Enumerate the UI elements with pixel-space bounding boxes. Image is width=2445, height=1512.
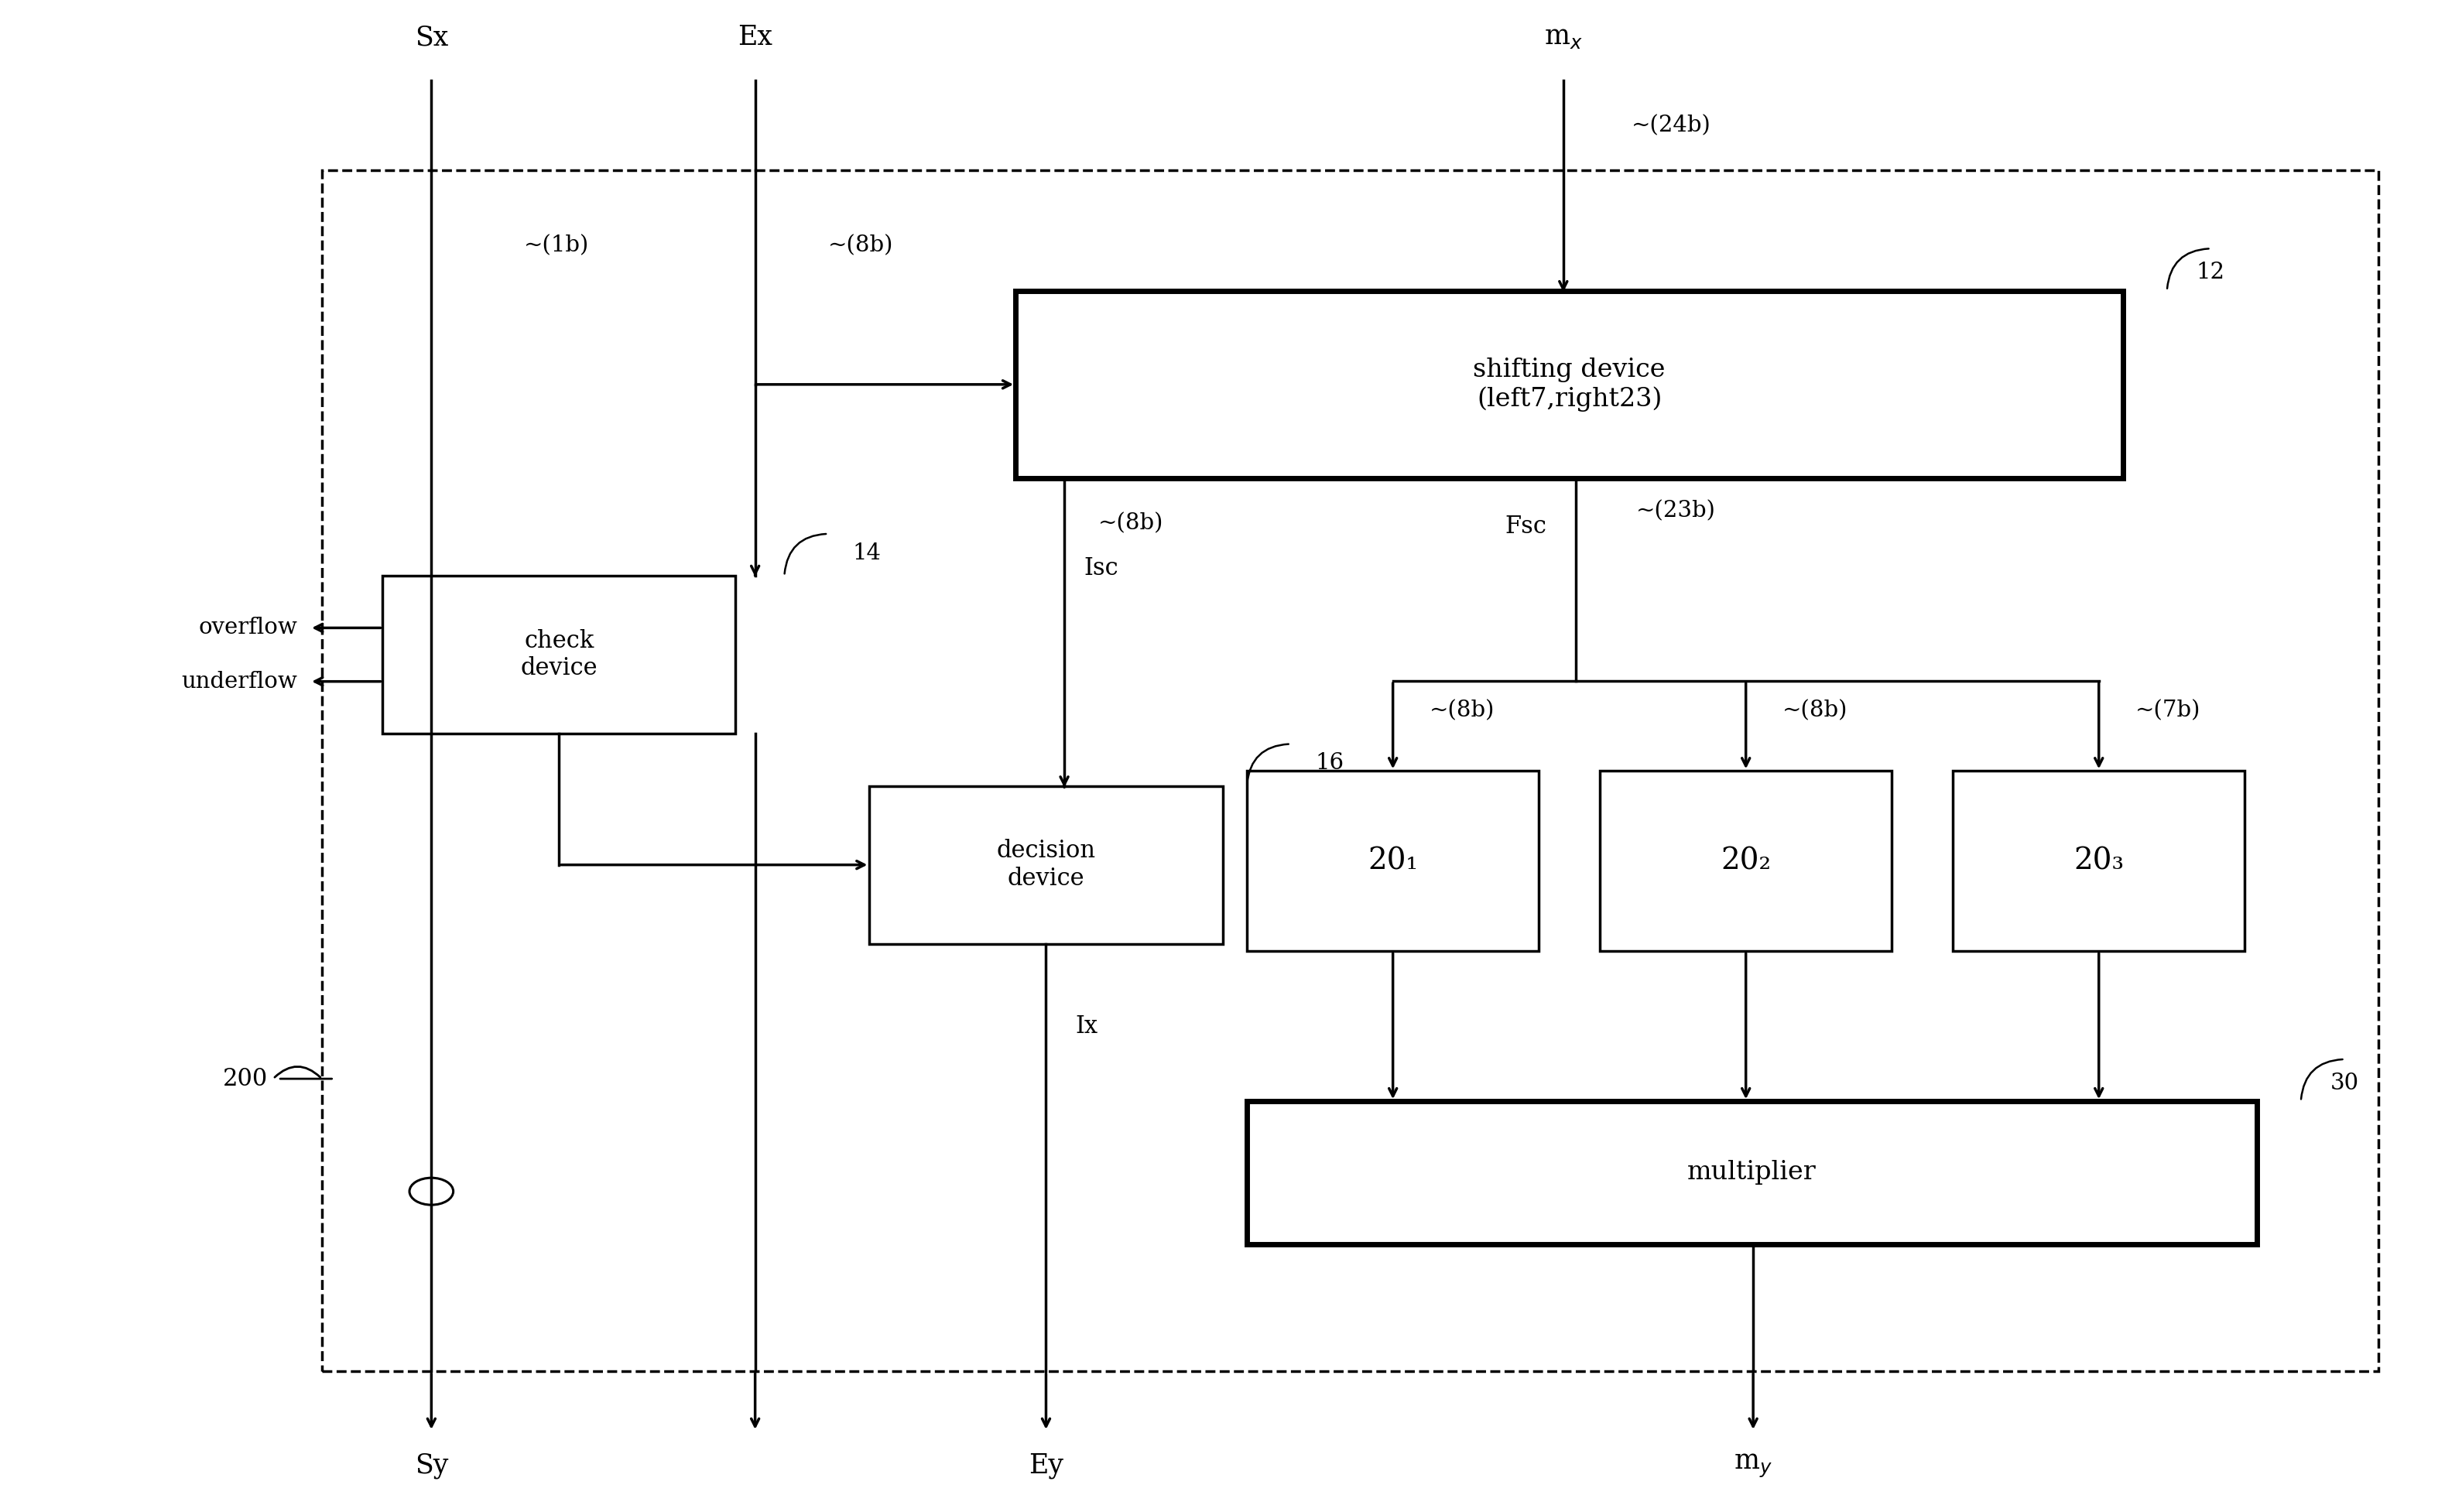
Text: Ix: Ix (1076, 1015, 1098, 1039)
Text: underflow: underflow (181, 671, 298, 692)
Bar (384, 576, 736, 733)
Text: 12: 12 (2196, 262, 2225, 283)
Text: Sx: Sx (416, 24, 447, 50)
Text: 20₁: 20₁ (1367, 847, 1418, 875)
Text: ~(7b): ~(7b) (2134, 700, 2200, 721)
Text: decision
device: decision device (998, 839, 1095, 891)
Text: m$_y$: m$_y$ (1734, 1453, 1773, 1480)
Text: Ex: Ex (738, 24, 773, 50)
Bar (1015, 290, 2122, 478)
Text: ~(8b): ~(8b) (1098, 513, 1164, 534)
Text: ~(8b): ~(8b) (1430, 700, 1494, 721)
Text: ~(24b): ~(24b) (1631, 115, 1712, 136)
Text: shifting device
(left7,right23): shifting device (left7,right23) (1474, 357, 1665, 411)
Text: Fsc: Fsc (1504, 514, 1545, 538)
Text: 20₃: 20₃ (2073, 847, 2125, 875)
Text: m$_x$: m$_x$ (1543, 24, 1582, 50)
Text: ~(1b): ~(1b) (523, 234, 589, 257)
Bar (323, 171, 2379, 1371)
Bar (870, 786, 1222, 943)
Bar (1247, 771, 1538, 951)
Text: check
device: check device (521, 629, 597, 680)
Text: Sy: Sy (416, 1453, 447, 1479)
Text: 14: 14 (853, 543, 880, 564)
Text: Isc: Isc (1083, 556, 1117, 581)
Bar (1954, 771, 2245, 951)
Text: 30: 30 (2330, 1072, 2359, 1093)
Text: ~(8b): ~(8b) (829, 234, 892, 257)
Text: ~(8b): ~(8b) (1782, 700, 1848, 721)
Text: ~(23b): ~(23b) (1636, 500, 1716, 522)
Text: multiplier: multiplier (1687, 1160, 1817, 1185)
Text: 200: 200 (222, 1067, 269, 1090)
Text: overflow: overflow (198, 617, 298, 638)
Text: Ey: Ey (1029, 1453, 1064, 1479)
Bar (1599, 771, 1892, 951)
Bar (1247, 1101, 2257, 1244)
Text: 20₂: 20₂ (1721, 847, 1770, 875)
Text: 16: 16 (1315, 753, 1345, 774)
